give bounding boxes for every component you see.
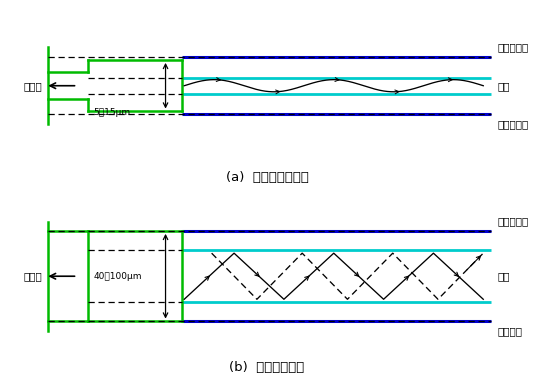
- Text: クラッド･: クラッド･: [498, 43, 529, 53]
- Text: コア: コア: [498, 81, 510, 91]
- Text: (a)  シングルモード: (a) シングルモード: [225, 171, 309, 184]
- Text: 屈折率: 屈折率: [24, 81, 43, 91]
- Text: (b)  マルチモード: (b) マルチモード: [230, 361, 304, 374]
- Text: クラッド･: クラッド･: [498, 216, 529, 226]
- Text: クラッド: クラッド: [498, 326, 523, 336]
- Text: コア: コア: [498, 271, 510, 281]
- Text: 屈折率: 屈折率: [24, 271, 43, 281]
- Text: 40～100μm: 40～100μm: [93, 272, 142, 281]
- Text: 5～15μm: 5～15μm: [93, 108, 131, 117]
- Text: クラッド･: クラッド･: [498, 119, 529, 129]
